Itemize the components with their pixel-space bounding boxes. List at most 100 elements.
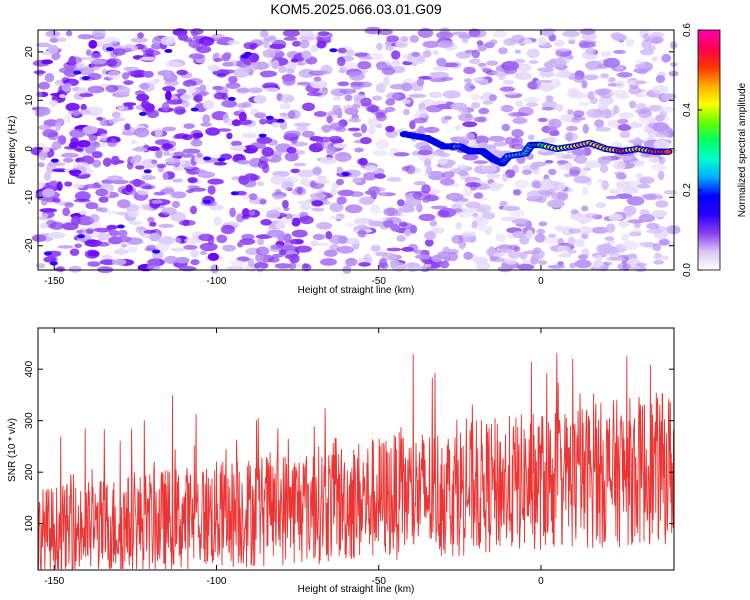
spectrogram-cell bbox=[57, 245, 74, 249]
spectrogram-cell bbox=[265, 115, 274, 120]
spectrogram-cell bbox=[190, 205, 197, 215]
spectrogram-cell bbox=[600, 164, 609, 173]
spectrogram-cell bbox=[337, 56, 346, 67]
spectrogram-cell bbox=[114, 235, 132, 243]
spectrogram-cell bbox=[475, 135, 489, 145]
spectrogram-cell bbox=[188, 39, 201, 49]
spectrogram-cell bbox=[84, 239, 103, 247]
spectrogram-cell bbox=[163, 150, 170, 157]
spectrogram-cell bbox=[360, 97, 372, 107]
spectrogram-cell bbox=[146, 258, 161, 269]
spectrogram-cell bbox=[354, 52, 370, 58]
spectrogram-cell bbox=[329, 215, 342, 220]
spectrogram-cell bbox=[573, 175, 591, 184]
spectrogram-cell bbox=[413, 249, 430, 255]
spectrogram-cell bbox=[34, 143, 45, 147]
spectrogram-cell bbox=[370, 191, 377, 200]
spectrogram-cell bbox=[256, 136, 273, 144]
spectrogram-cell bbox=[526, 48, 540, 59]
spectrogram-cell bbox=[451, 234, 464, 244]
spectrogram-cell bbox=[594, 119, 604, 128]
spectrogram-cell bbox=[442, 90, 461, 99]
spectrogram-cell bbox=[604, 236, 615, 242]
spectrogram-cell bbox=[93, 227, 112, 233]
spectrogram-cell bbox=[656, 194, 664, 200]
spectrogram-cell bbox=[275, 218, 293, 224]
spectrogram-cell bbox=[465, 132, 475, 141]
spectrogram-cell bbox=[61, 83, 73, 92]
spectrogram-cell bbox=[529, 164, 539, 171]
spectrogram-cell bbox=[628, 87, 642, 95]
spectrogram-cell bbox=[202, 114, 211, 124]
spectrogram-cell bbox=[74, 243, 82, 249]
spectrogram-cell bbox=[261, 146, 274, 157]
spectrogram-cell bbox=[428, 170, 445, 181]
spectrogram-cell bbox=[56, 266, 66, 273]
spectrogram-cell bbox=[68, 110, 83, 116]
spectrogram-cell bbox=[348, 118, 362, 123]
spectrogram-cell bbox=[357, 60, 372, 70]
spectrogram-cell bbox=[117, 229, 128, 237]
spectrogram-cell bbox=[127, 105, 134, 110]
spectrogram-cell bbox=[213, 92, 226, 100]
spectrogram-cell bbox=[598, 88, 614, 99]
spectrogram-cell bbox=[572, 148, 586, 156]
spectrogram-cell bbox=[376, 112, 387, 122]
spectrogram-cell bbox=[488, 135, 506, 142]
spectrogram-cell bbox=[385, 125, 395, 133]
spectrogram-cell bbox=[130, 155, 142, 166]
spectrogram-cell bbox=[378, 258, 388, 268]
spectrogram-cell bbox=[36, 42, 51, 48]
spectrogram-cell bbox=[297, 200, 311, 205]
spectrogram-cell bbox=[585, 47, 596, 55]
spectrogram-cell bbox=[352, 132, 363, 137]
spectrogram-cell bbox=[652, 122, 669, 132]
colorbar-tick-label: 0.0 bbox=[682, 263, 693, 277]
spectrogram-cell bbox=[508, 143, 515, 149]
spectrogram-cell bbox=[199, 36, 215, 47]
spectrogram-cell bbox=[512, 189, 522, 196]
spectrogram-cell bbox=[477, 62, 487, 67]
spectrogram-cell bbox=[122, 72, 130, 80]
spectrogram-cell bbox=[401, 99, 411, 104]
spectrogram-cell bbox=[213, 216, 222, 226]
spectrogram-cell bbox=[503, 38, 517, 46]
spectrogram-cell bbox=[655, 75, 666, 83]
spectrogram-cell bbox=[165, 90, 172, 101]
spectrogram-cell bbox=[164, 71, 172, 78]
spectrogram-cell bbox=[188, 53, 205, 60]
spectrogram-cell bbox=[651, 163, 666, 171]
spectrogram-cell bbox=[568, 36, 576, 44]
spectrogram-cell bbox=[73, 198, 91, 203]
spectrogram-cell bbox=[541, 106, 554, 111]
spectrogram-cell bbox=[344, 50, 356, 57]
spectrogram-cell bbox=[548, 118, 562, 129]
spectrogram-cell bbox=[230, 145, 247, 151]
spectrogram-cell bbox=[658, 156, 666, 165]
spectrogram-cell bbox=[456, 136, 468, 142]
spectrogram-cell bbox=[608, 213, 623, 221]
spectrogram-cell bbox=[582, 123, 589, 134]
spectrogram-cell bbox=[545, 95, 554, 103]
spectrogram-cell bbox=[391, 60, 401, 66]
spectrogram-cell bbox=[385, 98, 396, 106]
spectrogram-cell bbox=[85, 49, 92, 56]
spectrogram-cell bbox=[488, 94, 497, 102]
spectrogram-cell bbox=[271, 122, 280, 128]
spectrogram-cell bbox=[270, 175, 285, 185]
spectrogram-cell bbox=[213, 58, 223, 62]
spectrogram-cell bbox=[657, 170, 665, 181]
spectrogram-cell bbox=[280, 93, 294, 104]
spectrogram-cell bbox=[42, 129, 58, 138]
spectrogram-cell bbox=[97, 232, 110, 241]
snr-panel: -150 -100 -50 0 100 200 300 400 Height of stra… bbox=[7, 327, 675, 595]
spectrogram-cell bbox=[290, 58, 299, 63]
spectrogram-cell bbox=[502, 205, 521, 212]
spectrogram-cell bbox=[368, 220, 386, 227]
spectrogram-cell bbox=[143, 70, 154, 78]
spectrogram-cell bbox=[422, 197, 431, 203]
spectrogram-cell bbox=[228, 75, 238, 84]
spectrogram-cell bbox=[139, 56, 157, 61]
spectrogram-cell bbox=[661, 53, 671, 63]
spectrogram-cell bbox=[401, 246, 414, 252]
